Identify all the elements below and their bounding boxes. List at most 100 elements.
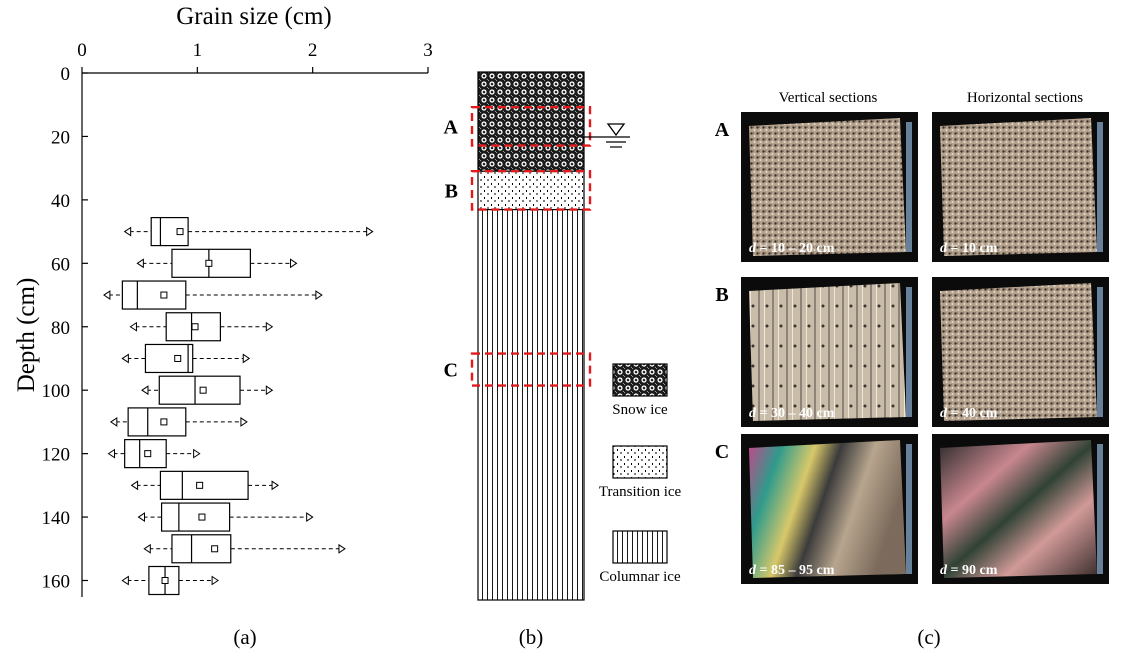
min-marker [121, 575, 129, 586]
x-tick-label: 1 [193, 40, 203, 61]
mean-marker [199, 386, 207, 394]
sample-label-C: C [444, 360, 458, 382]
section-caption: d = 90 cm [940, 563, 998, 578]
ice-column [477, 71, 585, 601]
depth-variable: d [749, 241, 757, 256]
column-header-vertical: Vertical sections [779, 90, 878, 106]
ice-type-legend: Snow ice Transition ice Columnar ice [599, 363, 682, 585]
section-caption: d = 10 – 20 cm [749, 241, 835, 256]
y-axis-title: Depth (cm) [13, 278, 40, 393]
mean-marker [211, 545, 219, 553]
iqr-box [171, 534, 232, 564]
max-marker [271, 480, 279, 491]
zone-columnar-ice [477, 209, 585, 601]
box-140 [137, 502, 314, 532]
iqr-box [127, 407, 187, 437]
min-marker [121, 353, 129, 364]
sample-marker-B [470, 169, 592, 211]
depth-value: = 10 – 20 cm [756, 241, 835, 256]
max-marker [306, 512, 314, 522]
box-130 [130, 470, 279, 500]
y-tick-label: 0 [61, 64, 71, 85]
sample-marker-C [470, 352, 592, 387]
box-150 [143, 534, 346, 564]
horizontal-section-photo-B: d = 40 cm [932, 277, 1109, 427]
max-marker [265, 321, 274, 332]
max-marker [338, 543, 346, 554]
min-marker [143, 543, 151, 554]
section-caption: d = 30 – 40 cm [749, 406, 835, 421]
zone-transition-ice [477, 170, 585, 211]
panel-label-b: (b) [519, 625, 544, 649]
vertical-section-photo-C: d = 85 – 95 cm [741, 434, 918, 584]
y-tick-label: 20 [51, 127, 70, 148]
section-caption: d = 40 cm [940, 406, 998, 421]
polarizer-edge [1097, 122, 1103, 252]
y-tick-label: 80 [51, 318, 70, 339]
box-50 [123, 216, 374, 247]
min-marker [141, 385, 149, 396]
sample-label-B: B [445, 180, 458, 202]
max-marker [242, 353, 251, 364]
row-label-B: B [715, 284, 728, 306]
x-axis-ticks: 0 1 2 3 [77, 40, 433, 73]
min-marker [130, 480, 139, 491]
box-120 [107, 439, 201, 469]
horizontal-section-photo-C: d = 90 cm [932, 434, 1109, 584]
depth-value: = 40 cm [947, 406, 998, 421]
ice-sample [749, 283, 906, 421]
iqr-box [148, 565, 180, 596]
legend-swatch [612, 363, 668, 397]
iqr-box [159, 470, 249, 500]
depth-variable: d [940, 563, 948, 578]
vertical-section-photo-A: d = 10 – 20 cm [741, 112, 918, 262]
vertical-section-photo-B: d = 30 – 40 cm [741, 277, 918, 427]
row-label-A: A [715, 119, 730, 141]
boxplot-series [103, 216, 374, 596]
polarizer-edge [906, 122, 912, 252]
x-axis-title: Grain size (cm) [176, 3, 331, 30]
row-label-C: C [715, 441, 729, 463]
x-tick-label: 3 [423, 40, 433, 61]
min-marker [123, 226, 132, 237]
ice-sample [940, 283, 1097, 421]
box-70 [103, 280, 323, 310]
max-marker [366, 226, 374, 237]
mean-marker [198, 513, 206, 521]
min-marker [103, 290, 111, 300]
ice-sample [940, 118, 1097, 256]
y-tick-label: 160 [42, 572, 71, 593]
ice-sample [940, 440, 1097, 578]
y-tick-label: 40 [51, 191, 70, 212]
mean-marker [160, 418, 168, 426]
ice-sample [749, 440, 906, 578]
y-tick-label: 140 [42, 508, 71, 529]
mean-marker [196, 481, 204, 489]
box-60 [136, 248, 298, 278]
box-80 [129, 312, 274, 342]
sample-marker-A [470, 105, 592, 147]
horizontal-section-photo-A: d = 10 cm [932, 112, 1109, 262]
min-marker [129, 321, 137, 332]
min-marker [136, 258, 144, 269]
boxplot-panel: Grain size (cm) Depth (cm) 0 1 2 3 0 20 40 60 8… [13, 3, 433, 649]
legend-label: Columnar ice [599, 569, 681, 585]
y-axis-ticks: 0 20 40 60 80 100 120 140 160 [42, 64, 88, 593]
legend-label: Snow ice [612, 402, 668, 418]
max-marker [240, 416, 248, 427]
y-tick-label: 60 [51, 254, 70, 275]
mean-marker [160, 291, 168, 299]
min-marker [107, 448, 116, 459]
panel-label-c: (c) [917, 625, 940, 649]
max-marker [290, 258, 298, 269]
polarizer-edge [1097, 287, 1103, 417]
depth-value: = 85 – 95 cm [756, 563, 835, 578]
depth-value: = 90 cm [947, 563, 998, 578]
column-header-horizontal: Horizontal sections [967, 90, 1083, 106]
depth-value: = 10 cm [947, 241, 998, 256]
thin-sections-panel: Vertical sections Horizontal sections Ad… [715, 90, 1109, 649]
iqr-box [121, 280, 187, 310]
x-tick-label: 0 [77, 40, 87, 61]
